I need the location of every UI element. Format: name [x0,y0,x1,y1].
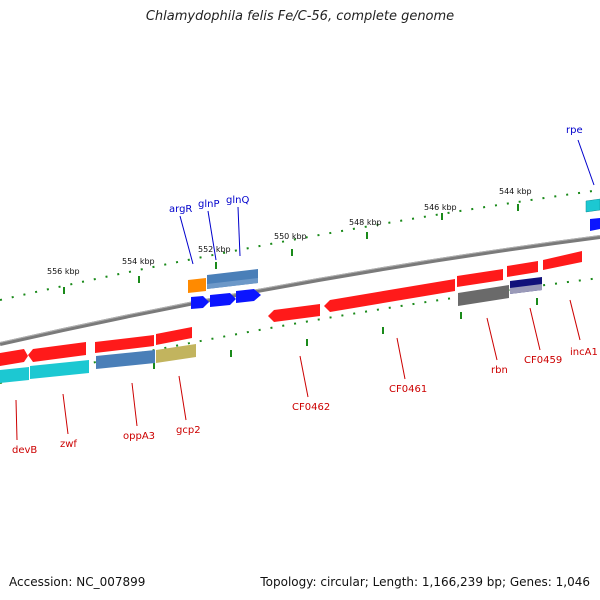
genome-title: Chlamydophila felis Fe/C-56, complete ge… [145,9,455,24]
gene-blue-3[interactable] [236,289,261,303]
gene-label-rpe: rpe [566,125,583,136]
red-genes [0,251,582,366]
accession-text: Accession: NC_007899 [9,575,146,589]
gene-label-CF0462: CF0462 [292,402,330,413]
gene-zwf[interactable] [28,342,86,362]
gene-CF0459[interactable] [507,261,538,277]
gene-rbn[interactable] [457,269,503,287]
gene-blue-1[interactable] [191,296,209,309]
gene-label-CF0459: CF0459 [524,355,562,366]
gene-label-incA1: incA1 [570,347,598,358]
genome-backbone [0,235,600,346]
gene-label-devB: devB [12,445,37,456]
tick-label-548: 548 kbp [349,218,382,227]
gene-oppA3-steel[interactable] [96,350,155,369]
reverse-strand-genes [0,277,542,383]
gene-blue-2[interactable] [210,293,236,307]
label-leaders-red [15,299,581,441]
gene-rpe[interactable] [585,198,600,213]
gene-rbn-gray[interactable] [458,285,509,306]
gene-label-oppA3: oppA3 [123,431,155,442]
tick-label-554: 554 kbp [122,257,155,266]
genome-summary-text: Topology: circular; Length: 1,166,239 bp… [260,575,590,589]
gene-CF0461[interactable] [324,279,455,312]
gene-oppA3[interactable] [95,335,154,353]
tick-label-544: 544 kbp [499,187,532,196]
gene-CF0459-navy-shade[interactable] [510,284,542,294]
scale-line-outer [0,189,600,301]
gene-argR[interactable] [188,278,206,293]
gene-gcp2[interactable] [156,327,192,345]
gene-label-zwf: zwf [60,439,77,450]
gene-zwf-cyan[interactable] [30,360,89,379]
tick-label-550: 550 kbp [274,232,307,241]
gene-label-CF0461: CF0461 [389,384,427,395]
gene-label-gcp2: gcp2 [176,425,201,436]
label-leaders-blue [179,139,595,265]
gene-devB-cyan[interactable] [0,367,29,383]
gene-incA1[interactable] [543,251,582,270]
scale-ticks-inner [39,298,538,377]
gene-rpe-blue[interactable] [590,218,600,231]
forward-strand-genes [188,198,600,309]
gene-label-rbn: rbn [491,365,508,376]
tick-label-546: 546 kbp [424,203,457,212]
gene-glnP-glnQ-shade[interactable] [207,278,258,289]
genome-backbone-highlight [0,235,600,343]
scale-ticks-outer [63,204,519,294]
gene-devB[interactable] [0,349,28,366]
tick-label-556: 556 kbp [47,267,80,276]
gene-label-glnQ: glnQ [226,195,249,206]
gene-label-glnP: glnP [198,199,220,210]
gene-gcp2-khaki[interactable] [156,344,196,363]
gene-CF0462[interactable] [268,304,320,322]
gene-label-argR: argR [169,204,192,215]
